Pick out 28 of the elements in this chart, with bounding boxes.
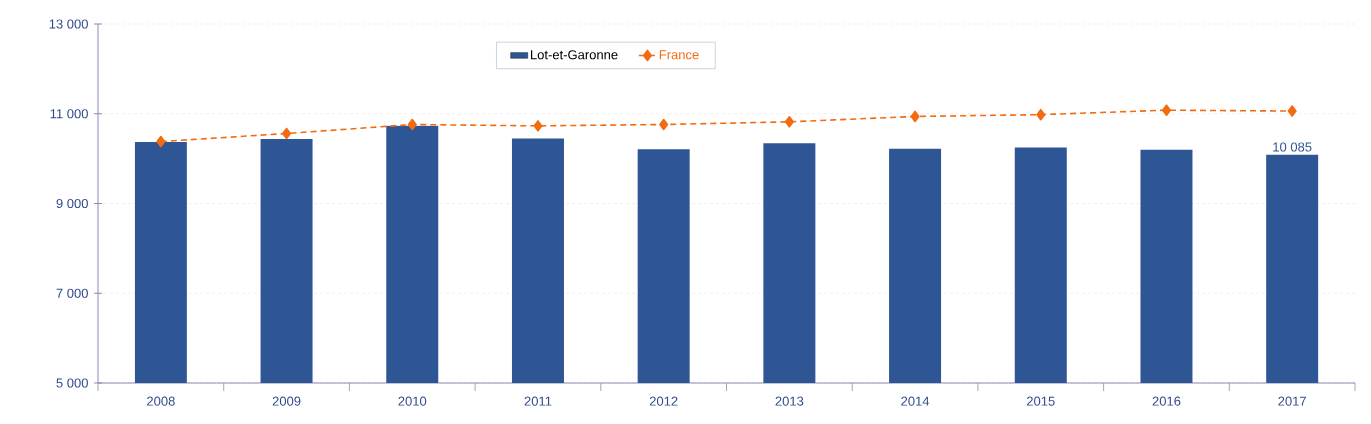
y-tick-label: 9 000 bbox=[56, 198, 88, 209]
point bbox=[910, 110, 920, 123]
x-tick-label: 2017 bbox=[1278, 396, 1306, 406]
y-tick-label: 13 000 bbox=[49, 19, 88, 29]
point bbox=[282, 127, 292, 140]
x-tick-label: 2010 bbox=[398, 396, 427, 406]
y-tick-label: 7 000 bbox=[56, 288, 88, 298]
x-tick-label: 2012 bbox=[649, 396, 678, 406]
y-tick-label: 5 000 bbox=[56, 378, 88, 388]
data-label: 10 085 bbox=[1273, 142, 1312, 152]
point bbox=[659, 118, 669, 131]
point bbox=[784, 116, 794, 128]
legend-label: France bbox=[659, 50, 699, 60]
point bbox=[1036, 108, 1046, 121]
x-tick-label: 2013 bbox=[775, 396, 804, 406]
x-tick-label: 2011 bbox=[524, 396, 552, 406]
legend-label: Lot-et-Garonne bbox=[531, 50, 618, 60]
x-tick-label: 2008 bbox=[147, 396, 175, 406]
x-tick-label: 2016 bbox=[1152, 396, 1181, 406]
point bbox=[407, 118, 417, 131]
point bbox=[1287, 105, 1297, 117]
x-tick-label: 2009 bbox=[272, 396, 301, 406]
x-tick-label: 2014 bbox=[901, 396, 930, 406]
point bbox=[156, 135, 166, 148]
point bbox=[533, 120, 543, 132]
x-tick-label: 2015 bbox=[1026, 396, 1055, 406]
y-tick-label: 11 000 bbox=[50, 109, 88, 119]
point bbox=[1161, 104, 1172, 116]
